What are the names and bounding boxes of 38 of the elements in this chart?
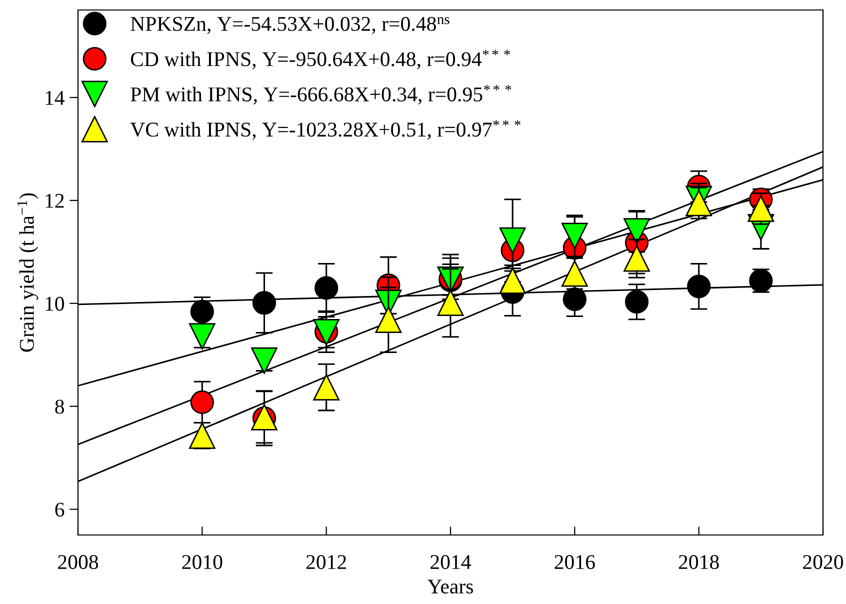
point	[686, 190, 712, 216]
point	[188, 323, 216, 350]
y-tick-label: 12	[46, 194, 64, 208]
x-tick-label: 2014	[430, 555, 472, 570]
point	[624, 290, 649, 314]
point	[624, 245, 650, 272]
x-tick-label: 2016	[554, 555, 595, 570]
point	[375, 306, 402, 334]
point	[190, 300, 214, 324]
point	[624, 218, 650, 245]
y-tick-label: 10	[46, 296, 64, 311]
x-tick-label: 2008	[58, 555, 98, 570]
legend-label: VC with IPNS, Y=-1023.28X+0.51, r=0.97$^{***}$	[130, 120, 520, 140]
x-tick-label: 2018	[678, 555, 719, 570]
x-axis-title: Years	[427, 580, 473, 594]
point	[251, 347, 278, 374]
point	[687, 274, 711, 298]
y-tick-label: 14	[46, 90, 64, 105]
y-tick-label: 8	[55, 400, 64, 414]
point	[188, 422, 216, 449]
point	[190, 390, 214, 414]
point	[313, 374, 340, 400]
legend-label: CD with IPNS, Y=-950.64X+0.48, r=0.94$^{***}$	[130, 50, 510, 70]
point	[499, 227, 526, 254]
point	[252, 291, 276, 315]
x-tick-label: 2010	[182, 555, 222, 570]
y-axis-title: Grain yield (t ha$^{−1}$)	[17, 193, 38, 352]
point	[561, 222, 588, 250]
point	[748, 195, 774, 222]
point	[562, 287, 586, 312]
point	[437, 290, 464, 316]
x-tick-label: 2020	[803, 555, 844, 570]
legend-label: NPKSZn, Y=-54.53X+0.032, r=0.48$^{ns}$	[130, 16, 450, 34]
x-tick-label: 2012	[306, 555, 346, 570]
point	[314, 276, 338, 300]
y-tick-label: 6	[55, 502, 64, 517]
point	[499, 268, 526, 294]
legend-label: PM with IPNS, Y=-666.68X+0.34, r=0.95$^{***}$	[130, 85, 512, 104]
